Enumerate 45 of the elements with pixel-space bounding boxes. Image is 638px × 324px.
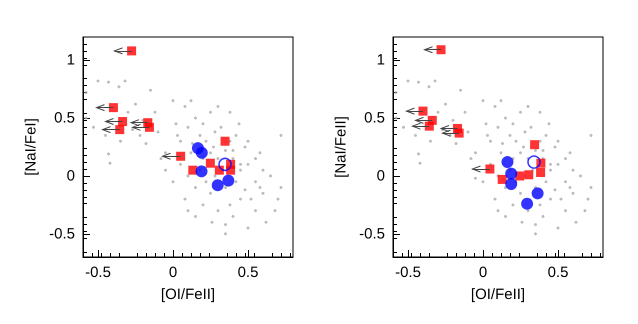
point: [532, 187, 544, 200]
point: [418, 106, 428, 116]
point: [196, 165, 208, 178]
y-tick-label: 0.5: [54, 110, 75, 127]
point: [524, 170, 534, 180]
x-axis-title: [OI/FeII]: [470, 286, 526, 303]
point: [498, 174, 507, 184]
y-tick-label: 1: [376, 52, 385, 69]
point: [521, 198, 534, 210]
y-tick-label: 0.5: [364, 110, 385, 127]
point: [536, 168, 546, 177]
y-tick-label: 0: [376, 167, 385, 184]
point: [424, 122, 434, 131]
point: [115, 125, 124, 134]
y-tick-label: 1: [66, 52, 75, 69]
point: [454, 128, 464, 138]
point: [220, 136, 230, 146]
x-tick-label: 0.5: [238, 264, 258, 281]
point: [196, 146, 208, 159]
y-tick-label: -0.5: [49, 225, 75, 242]
y-tick-label: -0.5: [359, 225, 385, 242]
x-tick-label: -0.5: [395, 264, 421, 281]
point: [127, 46, 136, 56]
point: [530, 140, 540, 150]
x-tick-label: -0.5: [85, 264, 111, 281]
point: [144, 122, 154, 132]
point: [436, 45, 446, 54]
x-tick-label: 0.5: [548, 264, 568, 281]
point: [176, 152, 186, 161]
point: [485, 164, 494, 174]
point: [527, 155, 541, 169]
point: [222, 174, 234, 187]
point: [505, 178, 518, 190]
y-tick-label: 0: [66, 167, 75, 184]
point: [206, 158, 215, 168]
point: [212, 179, 224, 192]
point: [501, 156, 514, 168]
point: [505, 168, 518, 180]
x-tick-label: 0: [168, 264, 178, 281]
x-axis-title: [OI/FeII]: [160, 286, 216, 303]
point: [218, 158, 232, 172]
point: [108, 103, 118, 112]
x-tick-label: 0: [478, 264, 488, 281]
y-axis-title: [NaI/FeII]: [332, 116, 350, 178]
y-axis-title: [NaI/FeI]: [22, 118, 40, 176]
